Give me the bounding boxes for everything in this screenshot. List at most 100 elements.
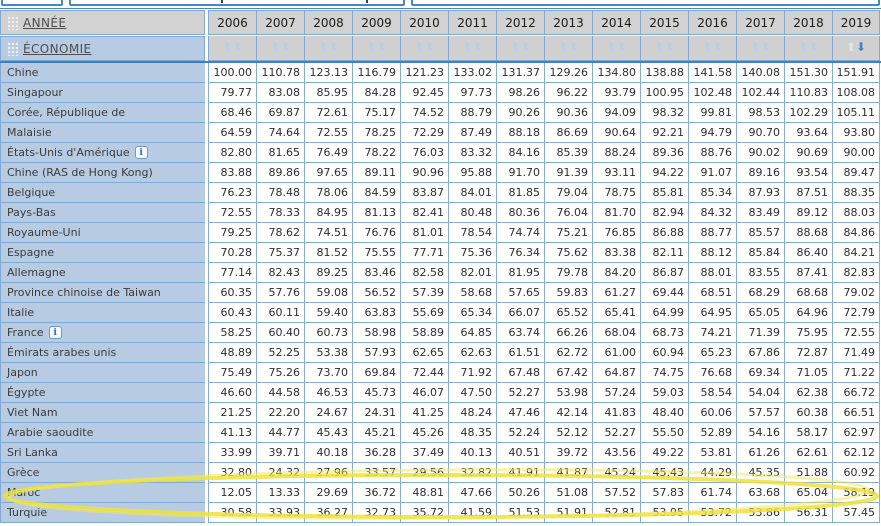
sort-up-icon[interactable]: ⬆ xyxy=(510,40,521,54)
value-cell: 58.25 xyxy=(208,323,256,343)
sort-up-icon[interactable]: ⬆ xyxy=(606,40,617,54)
sort-down-icon[interactable]: ⬇ xyxy=(760,40,771,54)
value-cell: 75.36 xyxy=(448,243,496,263)
sort-buttons-2016[interactable]: ⬆⬇ xyxy=(688,36,736,61)
value-cell: 78.54 xyxy=(448,223,496,243)
sort-buttons-2014[interactable]: ⬆⬇ xyxy=(592,36,640,61)
drag-handle-icon[interactable] xyxy=(7,15,18,30)
sort-buttons-2018[interactable]: ⬆⬇ xyxy=(784,36,832,61)
sort-up-icon[interactable]: ⬆ xyxy=(702,40,713,54)
sort-up-icon[interactable]: ⬆ xyxy=(270,40,281,54)
value-cell: 45.73 xyxy=(352,383,400,403)
sort-buttons-2009[interactable]: ⬆⬇ xyxy=(352,36,400,61)
value-cell: 88.76 xyxy=(688,143,736,163)
value-cell: 89.12 xyxy=(784,203,832,223)
country-label: Japon xyxy=(7,366,38,379)
sort-down-icon[interactable]: ⬇ xyxy=(472,40,483,54)
value-cell: 53.72 xyxy=(688,503,736,523)
sort-down-icon[interactable]: ⬇ xyxy=(664,40,675,54)
value-cell: 29.56 xyxy=(400,463,448,483)
sort-up-icon[interactable]: ⬆ xyxy=(654,40,665,54)
value-cell: 84.20 xyxy=(592,263,640,283)
value-cell: 47.46 xyxy=(496,403,544,423)
sort-buttons-2017[interactable]: ⬆⬇ xyxy=(736,36,784,61)
value-cell: 45.35 xyxy=(736,463,784,483)
sort-down-icon[interactable]: ⬇ xyxy=(232,40,243,54)
sort-down-icon[interactable]: ⬇ xyxy=(520,40,531,54)
value-cell: 82.01 xyxy=(448,263,496,283)
value-cells: 58.25 60.40 60.73 58.98 58.89 64.85 63.74 66.26… xyxy=(208,323,880,343)
value-cell: 74.21 xyxy=(688,323,736,343)
value-cell: 151.91 xyxy=(832,63,880,83)
sort-down-icon[interactable]: ⬇ xyxy=(616,40,627,54)
value-cell: 57.93 xyxy=(352,343,400,363)
sort-up-icon[interactable]: ⬆ xyxy=(558,40,569,54)
sort-buttons-2007[interactable]: ⬆⬇ xyxy=(256,36,304,61)
sort-down-icon[interactable]: ⬇ xyxy=(376,40,387,54)
country-label: Royaume-Uni xyxy=(7,226,81,239)
sort-down-icon[interactable]: ⬇ xyxy=(568,40,579,54)
country-label: Égypte xyxy=(7,386,46,399)
sort-down-icon[interactable]: ⬇ xyxy=(328,40,339,54)
sort-buttons-2006[interactable]: ⬆⬇ xyxy=(208,36,256,61)
sort-buttons-2015[interactable]: ⬆⬇ xyxy=(640,36,688,61)
toolbar-input-wide[interactable] xyxy=(69,0,405,6)
value-cell: 32.82 xyxy=(448,463,496,483)
value-cell: 35.72 xyxy=(400,503,448,523)
column-gap xyxy=(205,123,208,143)
value-cell: 69.44 xyxy=(640,283,688,303)
value-cell: 51.53 xyxy=(496,503,544,523)
year-column-header: 2015 xyxy=(640,10,688,35)
sort-buttons-2012[interactable]: ⬆⬇ xyxy=(496,36,544,61)
value-cell: 72.79 xyxy=(832,303,880,323)
sort-up-icon[interactable]: ⬆ xyxy=(222,40,233,54)
value-cell: 45.24 xyxy=(592,463,640,483)
info-icon[interactable]: i xyxy=(134,146,148,159)
value-cell: 24.67 xyxy=(304,403,352,423)
country-label: Province chinoise de Taiwan xyxy=(7,286,161,299)
value-cell: 40.13 xyxy=(448,443,496,463)
country-cell: Égypte xyxy=(0,383,205,403)
sort-buttons-2008[interactable]: ⬆⬇ xyxy=(304,36,352,61)
annee-link[interactable]: ANNÉE xyxy=(23,15,67,30)
value-cell: 13.33 xyxy=(256,483,304,503)
sort-up-icon[interactable]: ⬆ xyxy=(414,40,425,54)
drag-handle-icon[interactable] xyxy=(7,41,18,56)
sort-up-icon[interactable]: ⬆ xyxy=(845,40,856,54)
sort-down-icon[interactable]: ⬇ xyxy=(280,40,291,54)
sort-down-icon[interactable]: ⬇ xyxy=(424,40,435,54)
value-cell: 76.68 xyxy=(688,363,736,383)
value-cell: 62.97 xyxy=(832,423,880,443)
value-cell: 85.95 xyxy=(304,83,352,103)
value-cells: 82.80 81.65 76.49 78.22 76.03 83.32 84.16 85.39… xyxy=(208,143,880,163)
value-cell: 44.77 xyxy=(256,423,304,443)
sort-buttons-2013[interactable]: ⬆⬇ xyxy=(544,36,592,61)
value-cell: 86.87 xyxy=(640,263,688,283)
sort-up-icon[interactable]: ⬆ xyxy=(750,40,761,54)
sort-up-icon[interactable]: ⬆ xyxy=(366,40,377,54)
value-cell: 65.23 xyxy=(688,343,736,363)
sort-up-icon[interactable]: ⬆ xyxy=(798,40,809,54)
sort-buttons-2019[interactable]: ⬆⬇ xyxy=(832,36,880,61)
sort-buttons-2010[interactable]: ⬆⬇ xyxy=(400,36,448,61)
value-cell: 84.32 xyxy=(688,203,736,223)
value-cell: 71.05 xyxy=(784,363,832,383)
value-cell: 52.25 xyxy=(256,343,304,363)
economie-link[interactable]: ÉCONOMIE xyxy=(23,41,92,56)
sort-down-icon[interactable]: ⬇ xyxy=(712,40,723,54)
sort-down-icon[interactable]: ⬇ xyxy=(856,40,867,54)
info-icon[interactable]: i xyxy=(48,326,62,339)
value-cell: 41.59 xyxy=(448,503,496,523)
toolbar-input-small[interactable] xyxy=(1,0,63,6)
value-cell: 76.76 xyxy=(352,223,400,243)
sort-up-icon[interactable]: ⬆ xyxy=(462,40,473,54)
toolbar-input-right[interactable] xyxy=(411,0,880,6)
value-cell: 60.94 xyxy=(640,343,688,363)
sort-buttons-2011[interactable]: ⬆⬇ xyxy=(448,36,496,61)
value-cell: 84.95 xyxy=(304,203,352,223)
sort-up-icon[interactable]: ⬆ xyxy=(318,40,329,54)
value-cell: 86.88 xyxy=(640,223,688,243)
value-cell: 75.26 xyxy=(256,363,304,383)
sort-down-icon[interactable]: ⬇ xyxy=(808,40,819,54)
